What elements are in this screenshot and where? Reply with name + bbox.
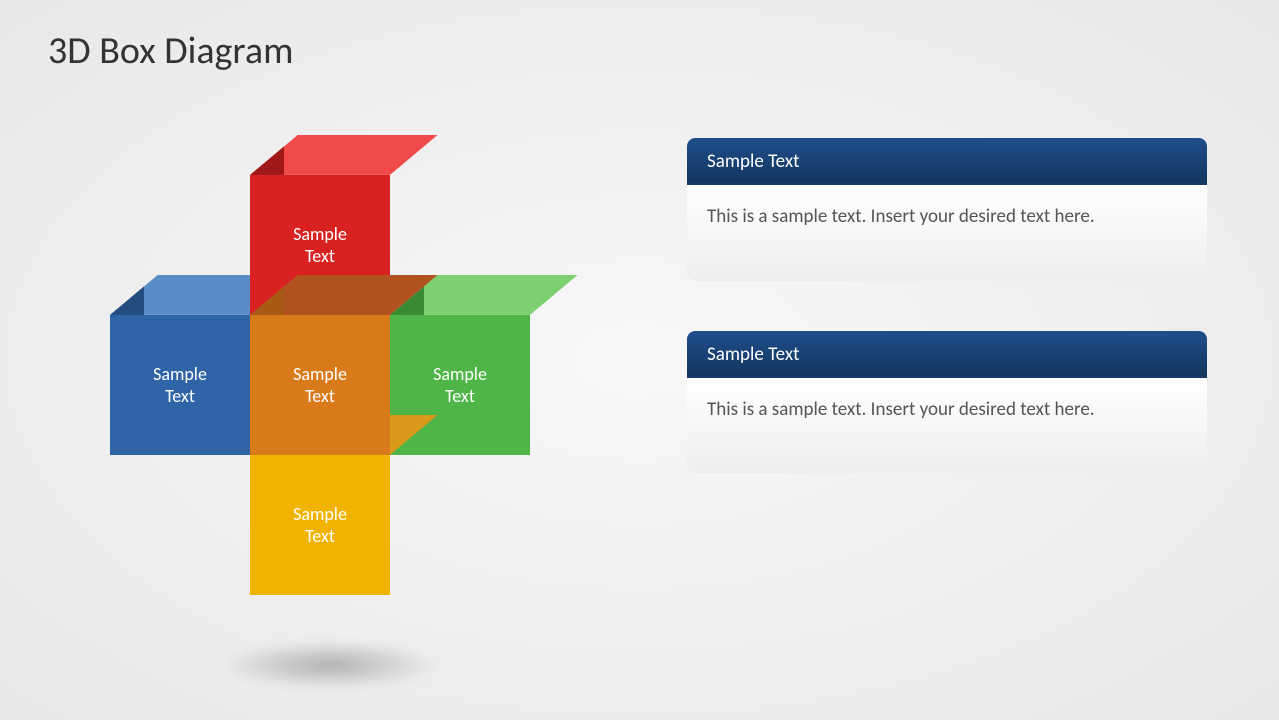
- info-card-1: Sample Text This is a sample text. Inser…: [687, 138, 1207, 281]
- box-bottom-label: SampleText: [293, 503, 347, 548]
- info-card-2: Sample Text This is a sample text. Inser…: [687, 331, 1207, 474]
- box-center-front-face: SampleText: [250, 315, 390, 455]
- page-title: 3D Box Diagram: [48, 28, 293, 74]
- box-top-label: SampleText: [293, 223, 347, 268]
- diagram-shadow: [220, 640, 440, 690]
- box-bottom: SampleText: [250, 455, 390, 595]
- box-right-label: SampleText: [433, 363, 487, 408]
- info-card-2-body: This is a sample text. Insert your desir…: [687, 378, 1207, 474]
- box-left: SampleText: [110, 315, 250, 455]
- info-card-2-header: Sample Text: [687, 331, 1207, 378]
- box-diagram: SampleText SampleText SampleText SampleT…: [90, 115, 630, 675]
- box-center-label: SampleText: [293, 363, 347, 408]
- info-cards: Sample Text This is a sample text. Inser…: [687, 138, 1207, 473]
- box-left-front-face: SampleText: [110, 315, 250, 455]
- info-card-1-body: This is a sample text. Insert your desir…: [687, 185, 1207, 281]
- box-bottom-front-face: SampleText: [250, 455, 390, 595]
- box-center: SampleText: [250, 315, 390, 455]
- box-left-label: SampleText: [153, 363, 207, 408]
- info-card-1-header: Sample Text: [687, 138, 1207, 185]
